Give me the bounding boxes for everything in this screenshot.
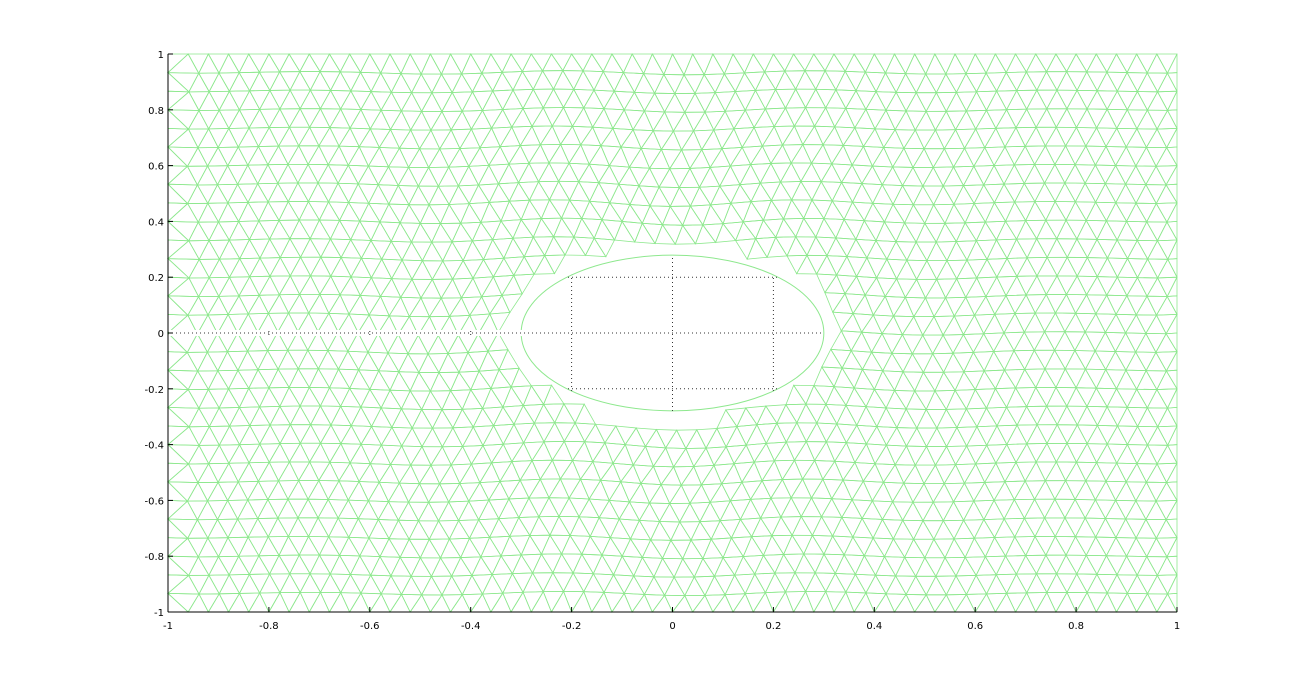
x-tick-label: 0.8	[1068, 621, 1084, 632]
y-tick-label: 0.4	[148, 217, 164, 228]
x-tick-label: 0	[669, 621, 675, 632]
y-tick-label: -0.8	[144, 552, 164, 563]
tick-layer: -1 -0.8 -0.6 -0.4 -0.2 0 0.2 0.4 0.6 0.8 1 1 0.8 0.6 0…	[144, 50, 1180, 632]
hole-grid	[521, 255, 824, 411]
x-tick-label: -1	[163, 621, 173, 632]
x-tick-label: -0.4	[461, 621, 481, 632]
slit-region	[169, 330, 525, 336]
x-tick-label: 0.6	[967, 621, 983, 632]
y-tick-label: -0.6	[144, 496, 164, 507]
mesh-triangle	[634, 222, 656, 244]
x-tick-label: 0.2	[765, 621, 781, 632]
mesh-triangle	[489, 312, 511, 334]
y-tick-label: 1	[158, 50, 164, 61]
x-tick-label: -0.2	[562, 621, 582, 632]
y-tick-label: 0.8	[148, 106, 164, 117]
x-tick-label: -0.6	[360, 621, 380, 632]
y-tick-label: -0.4	[144, 441, 164, 452]
mesh-triangle	[714, 222, 737, 243]
y-tick-label: -1	[154, 608, 164, 619]
y-tick-label: 0	[158, 329, 164, 340]
y-tick-label: 0.2	[148, 273, 164, 284]
x-tick-label: 1	[1174, 621, 1180, 632]
mesh-triangle	[795, 254, 818, 275]
grid-layer	[168, 255, 824, 411]
x-tick-label: -0.8	[259, 621, 279, 632]
mesh-triangle	[613, 220, 636, 243]
y-tick-label: -0.2	[144, 385, 164, 396]
y-tick-label: 0.6	[148, 162, 164, 173]
x-tick-label: 0.4	[866, 621, 882, 632]
mesh-triangle	[654, 223, 677, 245]
mesh-triangle	[593, 237, 616, 258]
mesh-triangle	[513, 273, 535, 295]
mesh-triangle	[674, 224, 697, 245]
mesh-triangle	[694, 224, 717, 245]
mesh-triangle	[533, 254, 556, 275]
